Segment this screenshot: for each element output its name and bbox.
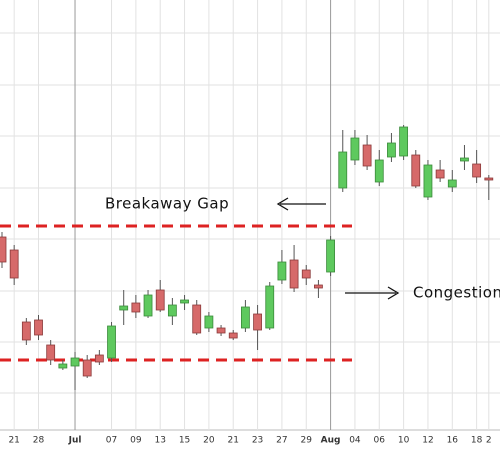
candle-body <box>216 327 226 334</box>
candle-body <box>70 357 80 367</box>
candle-body <box>0 236 7 263</box>
x-tick-label: 04 <box>349 436 361 446</box>
arrow-head <box>276 197 289 211</box>
plot-area <box>0 0 500 430</box>
x-tick-label: 29 <box>301 436 313 446</box>
x-tick-label: 23 <box>252 436 263 446</box>
candles <box>0 125 494 390</box>
candle-body <box>447 179 457 188</box>
candle-body <box>435 169 445 179</box>
candle-body <box>34 319 43 336</box>
x-tick-label: 12 <box>422 436 433 446</box>
candle-body <box>94 354 104 363</box>
candle-body <box>21 321 31 341</box>
candle-body <box>265 285 275 329</box>
candle-body <box>484 177 494 181</box>
arrow-head <box>387 286 400 300</box>
candle-body <box>399 126 409 157</box>
x-tick-label: 28 <box>33 436 45 446</box>
candle-body <box>253 313 262 331</box>
candle-body <box>58 363 68 369</box>
candle-body <box>387 142 396 158</box>
candle-body <box>277 261 287 281</box>
x-tick-label: Jul <box>68 436 82 446</box>
candle-body <box>289 259 299 289</box>
levels <box>0 224 352 362</box>
candle-body <box>326 239 335 273</box>
candle-body <box>192 304 202 334</box>
candle-body <box>472 163 482 178</box>
candle-body <box>374 159 384 183</box>
x-tick-label: 15 <box>179 436 190 446</box>
candle-body <box>301 269 311 279</box>
candle-body <box>411 154 421 187</box>
x-tick-label: 13 <box>154 436 165 446</box>
candle-body <box>107 325 116 359</box>
candle-body <box>240 306 250 329</box>
candle-body <box>155 289 165 311</box>
x-tick-label: 07 <box>106 436 117 446</box>
candle-body <box>338 151 348 189</box>
candle-body <box>423 164 433 198</box>
x-axis-labels: 21 28 Jul 07 09 13 15 20 21 23 27 29 Aug 04 06 10 12 16 18… <box>8 436 491 446</box>
x-tick-label: 09 <box>130 436 142 446</box>
candle-body <box>9 249 19 279</box>
candle-body <box>46 344 56 361</box>
x-tick-label: 18 <box>471 436 483 446</box>
candle-body <box>131 302 141 313</box>
vertical-grid <box>13 0 490 430</box>
candle-body <box>460 157 469 162</box>
candle-body <box>350 137 360 161</box>
candle-body <box>204 315 214 329</box>
horizontal-grid <box>0 32 500 394</box>
candle-body <box>82 359 92 377</box>
x-tick-label: 16 <box>447 436 459 446</box>
candle-body <box>314 284 323 289</box>
x-tick-label: 20 <box>203 436 215 446</box>
annotation: Congestion <box>413 284 500 302</box>
candle-body <box>180 299 189 304</box>
x-tick-label: 06 <box>374 436 386 446</box>
x-tick-label: Aug <box>321 436 341 446</box>
x-tick-label: 2 <box>486 436 492 446</box>
candle-body <box>143 294 153 317</box>
x-tick-label: 27 <box>276 436 287 446</box>
candle-body <box>362 144 372 167</box>
arrow <box>345 286 400 300</box>
x-tick-label: 10 <box>398 436 410 446</box>
annotation: Breakaway Gap <box>105 195 229 213</box>
candle-body <box>228 332 238 339</box>
candle-body <box>167 304 177 317</box>
x-tick-label: 21 <box>8 436 19 446</box>
arrow <box>276 197 326 211</box>
candle-body <box>119 305 129 311</box>
x-tick-label: 21 <box>228 436 239 446</box>
